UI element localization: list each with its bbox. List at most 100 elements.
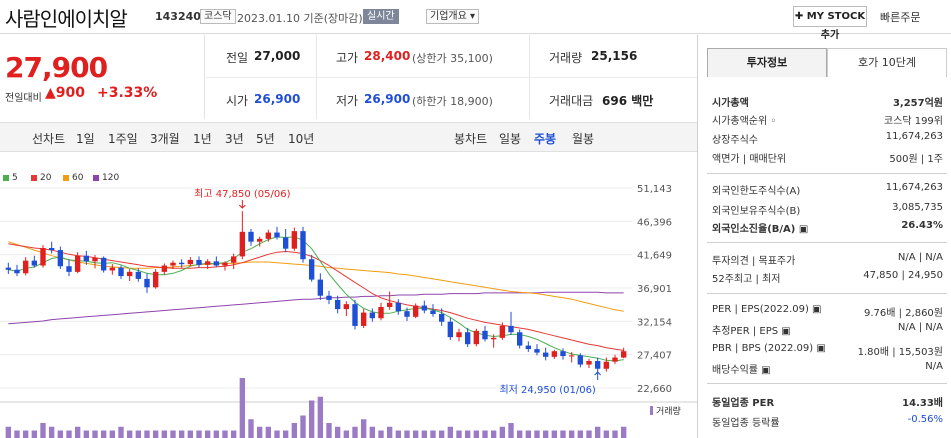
period-1w[interactable]: 1주일: [108, 132, 138, 146]
candle-body: [100, 257, 107, 271]
info-tabs: 투자정보 호가 10단계: [707, 48, 947, 77]
candle-monthly[interactable]: 월봉: [572, 132, 595, 146]
volume-bar: [369, 426, 376, 438]
volume-bar: [534, 430, 540, 438]
realtime-button[interactable]: 실시간: [363, 9, 399, 24]
volume-bar: [308, 400, 315, 438]
stock-name[interactable]: 사람인에이치알: [5, 7, 128, 31]
period-1d[interactable]: 1일: [76, 132, 95, 146]
candle: [378, 302, 384, 321]
candle-body: [421, 305, 428, 311]
info-row: 상장주식수 11,674,263: [712, 129, 943, 146]
candle-body: [196, 259, 202, 265]
company-overview-dropdown[interactable]: 기업개요 ▾: [426, 9, 479, 24]
candle-body: [83, 255, 90, 262]
y-tick-label: 41,649: [637, 251, 672, 262]
candle-body: [456, 332, 462, 338]
candle-body: [525, 345, 532, 350]
candle: [551, 349, 558, 359]
volume-bar: [265, 426, 272, 438]
info-row: 외국인소진율(B/A) ▣ 26.43%: [712, 218, 943, 235]
volume-bar: [525, 430, 532, 438]
info-row: 외국인보유주식수(B) 3,085,735: [712, 200, 943, 217]
volume-bar: [213, 430, 220, 438]
high-annotation: 최고 47,850 (05/06): [194, 188, 290, 200]
candle-body: [412, 305, 419, 317]
candle-body: [187, 259, 194, 265]
volume-bar: [48, 426, 55, 438]
candle-body: [48, 247, 55, 251]
price-chart[interactable]: 51,143 46,396 41,649 36,901 32,154 27,407 22,6…: [0, 180, 697, 438]
candle: [612, 354, 618, 364]
current-price: 27,900: [5, 51, 108, 84]
candle: [421, 300, 428, 314]
candle-daily[interactable]: 일봉: [499, 132, 522, 146]
candle-body: [291, 231, 298, 249]
candle-body: [482, 330, 488, 340]
info-label: 52주최고 | 최저: [712, 274, 781, 285]
volume-bar: [464, 430, 471, 438]
volume-bar: [282, 430, 289, 438]
info-value: 14.33배: [902, 398, 943, 409]
volume-bar: [447, 426, 454, 438]
volume-bar: [40, 423, 46, 438]
volume-bar: [603, 430, 610, 438]
candle: [40, 245, 46, 268]
info-row: 시가총액순위 ◦ 코스닥 199위: [712, 110, 943, 127]
info-value: 3,257억원: [892, 98, 943, 109]
candle-body: [204, 261, 211, 265]
candle-body: [300, 231, 306, 260]
low-label: 저가: [336, 94, 359, 108]
volume-bar: [421, 430, 428, 438]
high-arrow: [238, 200, 246, 209]
volume-bar: [109, 430, 116, 438]
info-value: 코스닥 199위: [883, 116, 943, 127]
amount-label: 거래대금: [549, 94, 594, 108]
candle-body: [118, 267, 124, 277]
period-1y[interactable]: 1년: [193, 132, 212, 146]
tab-investment-info[interactable]: 투자정보: [707, 48, 827, 77]
panel-divider: [697, 35, 698, 438]
my-stock-add-button[interactable]: ✚ MY STOCK 추가: [793, 6, 867, 41]
candle-weekly[interactable]: 주봉: [534, 132, 557, 146]
volume-bar: [490, 430, 497, 438]
volume-bar: [334, 426, 341, 438]
info-label: 배당수익률 ▣: [712, 365, 771, 376]
volume-bar: [594, 426, 601, 438]
candle: [274, 226, 280, 240]
period-10y[interactable]: 10년: [288, 132, 315, 146]
info-value: 47,850 | 24,950: [863, 270, 943, 281]
prev-close-value: 27,000: [254, 49, 301, 63]
info-separator: [707, 293, 947, 294]
volume-bar: [586, 430, 592, 438]
candle-body: [126, 271, 133, 277]
period-3y[interactable]: 3년: [225, 132, 244, 146]
quick-order-link[interactable]: 빠른주문: [880, 11, 921, 24]
ma120-legend: 120: [102, 173, 120, 183]
candle-body: [317, 279, 324, 296]
info-label: 외국인보유주식수(B): [712, 206, 801, 217]
candle-body: [586, 361, 592, 365]
volume-bar: [508, 423, 514, 438]
volume-bar: [395, 430, 402, 438]
info-value: 3,085,735: [892, 202, 943, 213]
volume-bar: [152, 430, 159, 438]
period-5y[interactable]: 5년: [256, 132, 275, 146]
volume-bar: [456, 430, 462, 438]
info-value: -0.56%: [907, 414, 943, 425]
low-value: 26,900: [364, 92, 411, 106]
tab-order-book[interactable]: 호가 10단계: [827, 48, 947, 77]
volume-bar: [161, 430, 168, 438]
ma120-swatch: [93, 175, 99, 181]
candle: [568, 351, 575, 363]
volume-bar: [404, 430, 410, 438]
volume-bar: [352, 426, 358, 438]
candle-body: [568, 355, 575, 357]
period-3m[interactable]: 3개월: [150, 132, 180, 146]
y-tick-label: 46,396: [637, 217, 672, 228]
volume-bar: [473, 430, 480, 438]
info-separator: [707, 242, 947, 243]
candle: [308, 255, 315, 282]
volume-bar: [248, 419, 254, 438]
ma60-swatch: [63, 175, 69, 181]
